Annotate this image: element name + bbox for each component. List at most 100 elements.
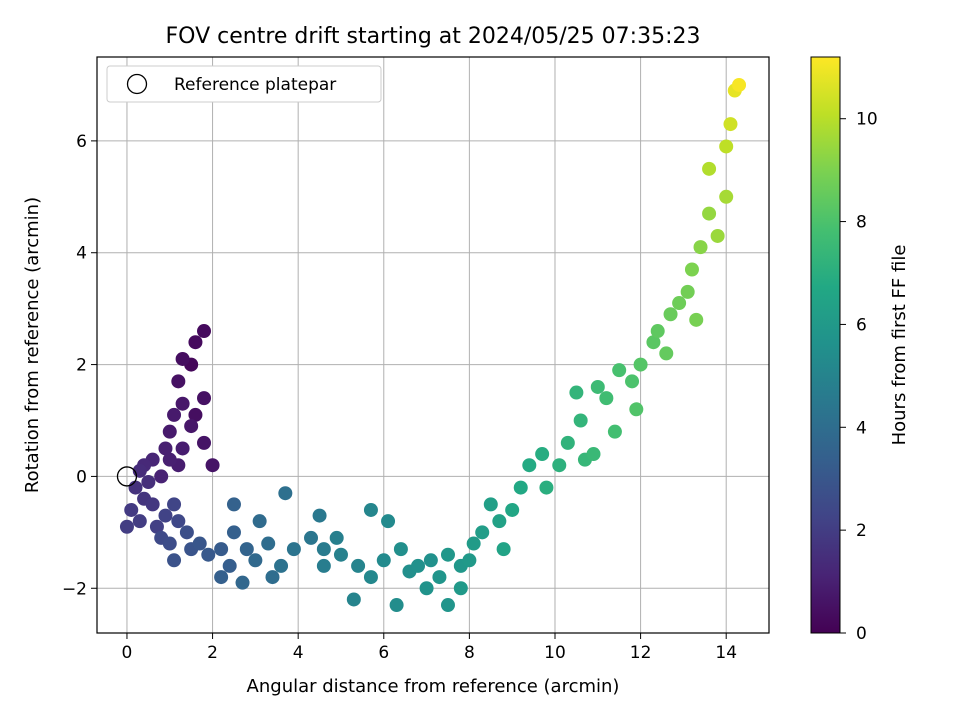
data-point (453, 581, 468, 596)
data-point (560, 435, 575, 450)
y-axis-label: Rotation from reference (arcmin) (22, 197, 43, 493)
data-point (607, 424, 622, 439)
data-point (197, 391, 212, 406)
data-point (513, 480, 528, 495)
data-point (188, 335, 203, 350)
data-point (483, 497, 498, 512)
x-tick-label: 8 (464, 643, 475, 663)
data-point (689, 312, 704, 327)
data-point (411, 558, 426, 573)
legend: Reference platepar (106, 65, 382, 103)
data-point (316, 558, 331, 573)
data-point (732, 77, 747, 92)
data-point (440, 547, 455, 562)
data-point (188, 407, 203, 422)
y-tick-label: 4 (76, 244, 87, 264)
data-point (684, 262, 699, 277)
data-point (419, 581, 434, 596)
colorbar-label: Hours from first FF file (889, 245, 910, 446)
colorbar-tick-label: 8 (856, 213, 867, 233)
data-point (496, 542, 511, 557)
data-point (393, 542, 408, 557)
data-point (650, 324, 665, 339)
data-point (381, 514, 396, 529)
data-point (248, 553, 263, 568)
data-point (184, 419, 199, 434)
data-point (693, 240, 708, 255)
data-point (612, 363, 627, 378)
data-point (423, 553, 438, 568)
y-axis-ticks: −2 0 2 4 6 (62, 132, 97, 599)
data-point (629, 402, 644, 417)
data-point (158, 508, 173, 523)
data-point (226, 497, 241, 512)
data-point (466, 536, 481, 551)
data-point (522, 458, 537, 473)
colorbar-tick-label: 0 (856, 624, 867, 644)
data-point (128, 480, 143, 495)
data-point (197, 324, 212, 339)
colorbar-tick-label: 6 (856, 315, 867, 335)
data-point (633, 357, 648, 372)
data-point (719, 189, 734, 204)
data-point (132, 514, 147, 529)
data-point (363, 502, 378, 517)
data-point (389, 598, 404, 613)
data-point (252, 514, 267, 529)
colorbar-tick-label: 10 (856, 110, 878, 130)
data-point (663, 307, 678, 322)
data-point (569, 385, 584, 400)
colorbar-tick-label: 2 (856, 521, 867, 541)
data-point (145, 497, 160, 512)
data-point (286, 542, 301, 557)
data-point (462, 553, 477, 568)
data-point (492, 514, 507, 529)
data-point (646, 335, 661, 350)
x-tick-label: 10 (544, 643, 566, 663)
data-point (201, 547, 216, 562)
data-point (440, 598, 455, 613)
data-point (141, 475, 156, 490)
data-point (710, 228, 725, 243)
y-tick-label: 6 (76, 132, 87, 152)
data-point (505, 502, 520, 517)
data-point (539, 480, 554, 495)
data-point (680, 284, 695, 299)
y-tick-label: −2 (62, 579, 87, 599)
data-point (719, 139, 734, 154)
data-point (235, 575, 250, 590)
data-point (119, 519, 134, 534)
data-point (599, 391, 614, 406)
x-tick-label: 4 (293, 643, 304, 663)
data-point (535, 447, 550, 462)
data-point (702, 161, 717, 176)
data-point (226, 525, 241, 540)
x-tick-label: 0 (122, 643, 133, 663)
data-point (149, 519, 164, 534)
data-point (274, 558, 289, 573)
data-point (304, 530, 319, 545)
legend-entry-reference: Reference platepar (174, 75, 336, 95)
data-point (261, 536, 276, 551)
data-point (175, 441, 190, 456)
data-point (363, 570, 378, 585)
x-tick-label: 12 (630, 643, 652, 663)
x-tick-label: 14 (715, 643, 737, 663)
data-point (162, 424, 177, 439)
data-point (162, 536, 177, 551)
data-point (124, 502, 139, 517)
data-point (552, 458, 567, 473)
data-point (167, 553, 182, 568)
data-point (278, 486, 293, 501)
y-tick-label: 2 (76, 356, 87, 376)
x-axis-ticks: 0 2 4 6 8 10 12 14 (122, 633, 737, 663)
data-point (162, 452, 177, 467)
data-point (171, 374, 186, 389)
data-point (192, 536, 207, 551)
data-points (116, 77, 747, 613)
data-point (312, 508, 327, 523)
chart-title: FOV centre drift starting at 2024/05/25 … (166, 24, 701, 49)
y-tick-label: 0 (76, 467, 87, 487)
data-point (214, 570, 229, 585)
